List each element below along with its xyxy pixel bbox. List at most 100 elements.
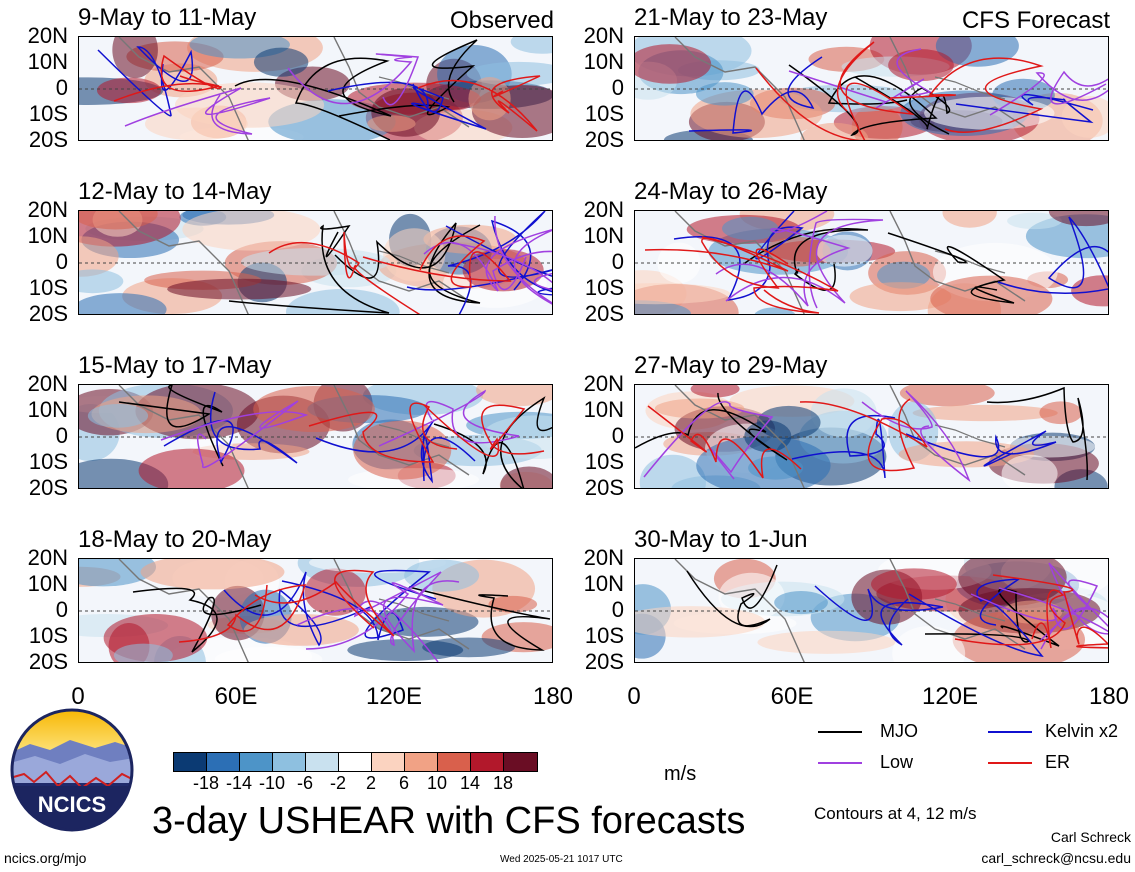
kelvin-contour [905, 430, 1057, 467]
coastline-africa [674, 211, 805, 314]
y-label: 0 [55, 597, 68, 622]
mjo-contour [686, 564, 778, 628]
y-label: 20N [583, 371, 624, 396]
shear-blob [79, 293, 167, 314]
low-contour [124, 87, 271, 135]
shear-blob [79, 211, 158, 230]
panel-title-3: 15-May to 17-May [78, 352, 272, 379]
y-label: 10S [28, 623, 68, 648]
colorbar-swatch [372, 753, 405, 771]
er-contour [423, 404, 545, 457]
low-contour [451, 242, 552, 291]
x-label-60e-left: 60E [214, 683, 258, 710]
shear-blob [353, 420, 452, 480]
shear-blob [849, 282, 952, 312]
shear-blob [96, 77, 162, 104]
shear-blob [1039, 401, 1083, 425]
y-label: 0 [55, 249, 68, 274]
y-label: 0 [55, 423, 68, 448]
colorbar-swatch [273, 753, 306, 771]
er-legend-line [988, 762, 1032, 764]
observed-tag: Observed [449, 7, 554, 34]
mjo-contour [887, 232, 1015, 304]
low-contour [725, 218, 884, 309]
shear-blob [899, 385, 995, 407]
er-contour [644, 237, 789, 289]
map-panel-1 [78, 36, 553, 141]
shear-blob [253, 385, 375, 433]
shear-blob [816, 234, 873, 267]
er-contour [889, 57, 1044, 134]
shear-blob [138, 448, 245, 488]
shear-blob [422, 637, 515, 658]
shear-blob [757, 630, 896, 654]
colorbar-tick-label: -18 [192, 773, 219, 793]
kelvin-contour [163, 391, 298, 464]
map-panel-6 [634, 210, 1109, 315]
y-label: 0 [611, 597, 624, 622]
shear-blob [79, 269, 124, 294]
shear-blob [935, 37, 1019, 67]
x-label-60e-right: 60E [770, 683, 814, 710]
mjo-contour [334, 222, 481, 304]
er-contour [992, 574, 1108, 649]
er-contour [178, 584, 307, 643]
coastline-islands [934, 598, 1006, 622]
shear-blob [722, 216, 779, 241]
mjo-contour [234, 57, 392, 140]
shear-blob [942, 211, 997, 228]
shear-blob [79, 236, 119, 277]
shear-map-3 [79, 385, 552, 488]
kelvin-legend-label: Kelvin x2 [1045, 721, 1119, 741]
kelvin-contour [955, 93, 1094, 124]
shear-map-6 [635, 211, 1108, 314]
coastline-africa [674, 559, 805, 662]
author: Carl Schreck [1050, 829, 1131, 845]
y-label: 20N [583, 23, 624, 48]
y-label: 10S [28, 449, 68, 474]
cfs-forecast-tag: CFS Forecast [961, 7, 1110, 34]
mjo-contour [408, 586, 551, 651]
shear-blob [1007, 212, 1062, 230]
coastline-islands [934, 424, 1006, 448]
er-contour [647, 405, 802, 479]
y-label: 20N [27, 197, 68, 222]
low-legend-line [818, 762, 862, 764]
map-panel-8 [634, 558, 1109, 663]
er-contour [308, 402, 458, 463]
mjo-contour [228, 224, 390, 314]
shear-blob [79, 559, 157, 587]
shear-blob [214, 646, 323, 662]
y-label: 10N [27, 49, 68, 74]
shear-blob [1001, 454, 1058, 488]
shear-blob [635, 283, 731, 305]
y-label: 20N [27, 23, 68, 48]
coastline-asia [889, 211, 1026, 302]
shear-blob [654, 398, 745, 419]
y-label: 20S [28, 127, 68, 152]
colorbar-tick-label: -6 [296, 773, 313, 793]
low-contour [305, 580, 460, 654]
kelvin-contour [281, 569, 437, 641]
shear-blob [367, 115, 416, 132]
low-contour [160, 400, 309, 469]
kelvin-contour [688, 56, 823, 134]
low-contour [378, 389, 520, 447]
colorbar [173, 752, 538, 772]
coastline-asia [333, 559, 470, 650]
mjo-contour [433, 396, 552, 488]
x-label-0-left: 0 [71, 683, 85, 710]
mjo-contour [924, 588, 1060, 647]
colorbar-swatch [339, 753, 372, 771]
y-label: 20N [27, 371, 68, 396]
map-panel-7 [634, 384, 1109, 489]
y-label: 20S [584, 475, 624, 500]
logo-text: NCICS [38, 792, 106, 817]
coastline-asia [889, 37, 1026, 128]
shear-blob [112, 37, 158, 79]
y-label: 10N [27, 223, 68, 248]
y-label: 10N [583, 571, 624, 596]
panel-title-6: 24-May to 26-May [634, 178, 828, 205]
y-label: 10S [584, 275, 624, 300]
url-text: ncics.org/mjo [4, 850, 87, 866]
